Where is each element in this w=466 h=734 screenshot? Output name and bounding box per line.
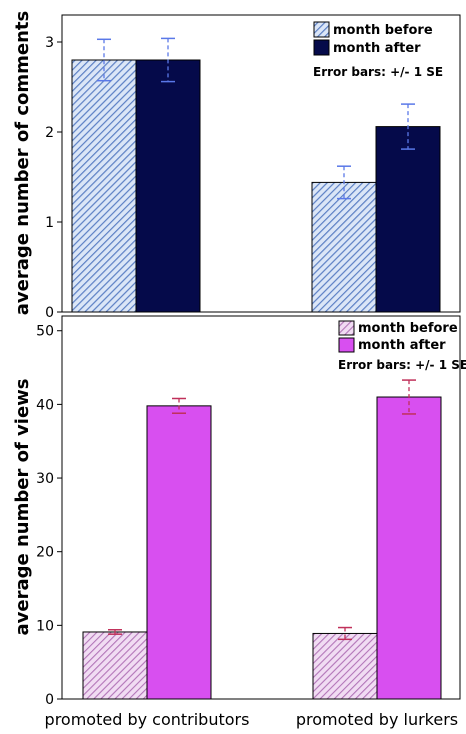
bar-month-after [135, 59, 201, 313]
y-axis: 0 10 20 30 40 50 [36, 324, 62, 708]
bar-month-before [311, 181, 377, 313]
legend-label-month-before: month before [333, 23, 433, 38]
y-axis-label: average number of views [12, 378, 33, 635]
y-tick-label: 20 [36, 545, 54, 561]
y-tick-label: 50 [36, 324, 54, 340]
bar-month-before [71, 59, 137, 313]
error-bar-note: Error bars: +/- 1 SE [313, 65, 443, 79]
legend: month before month after Error bars: +/-… [338, 320, 466, 372]
bar-month-after [376, 396, 442, 700]
legend-label-month-after: month after [358, 338, 446, 353]
bars [82, 396, 442, 700]
legend: month before month after Error bars: +/-… [313, 21, 443, 79]
bar-month-after [375, 126, 441, 313]
x-tick-label-lurkers: promoted by lurkers [296, 710, 458, 729]
legend-swatch-month-before [313, 21, 330, 38]
error-bars [108, 379, 416, 641]
legend-swatch-month-after [313, 39, 330, 56]
bar-month-before [82, 631, 148, 700]
y-tick-label: 10 [36, 618, 54, 634]
y-tick-label: 2 [45, 125, 54, 141]
legend-label-month-after: month after [333, 41, 421, 56]
bars [71, 59, 441, 313]
views-chart-panel: average number of views 0 10 20 30 40 50 mont… [12, 315, 466, 708]
error-bars [97, 37, 415, 200]
y-tick-label: 40 [36, 397, 54, 413]
y-tick-label: 1 [45, 215, 54, 231]
legend-swatch-month-before [338, 320, 355, 336]
comments-chart-panel: average number of comments 0 1 2 3 month be… [12, 11, 461, 321]
y-tick-label: 30 [36, 471, 54, 487]
bar-month-before [312, 632, 378, 700]
legend-swatch-month-after [338, 337, 355, 353]
y-axis-label: average number of comments [12, 11, 33, 315]
y-tick-label: 0 [45, 692, 54, 708]
error-bar-note: Error bars: +/- 1 SE [338, 358, 466, 372]
y-tick-label: 3 [45, 35, 54, 51]
legend-label-month-before: month before [358, 321, 458, 336]
y-tick-label: 0 [45, 305, 54, 321]
x-tick-label-contributors: promoted by contributors [45, 710, 250, 729]
y-axis: 0 1 2 3 [45, 35, 62, 321]
bar-month-after [146, 405, 212, 700]
